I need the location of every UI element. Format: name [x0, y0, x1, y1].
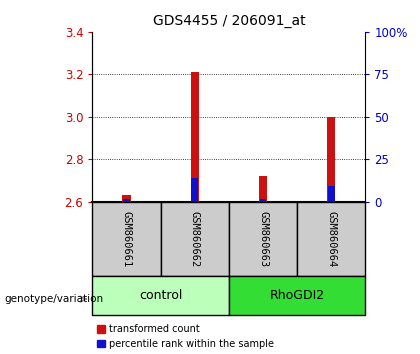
Bar: [123, 195, 131, 202]
Bar: [191, 72, 199, 202]
Text: GSM860664: GSM860664: [326, 211, 336, 267]
Title: GDS4455 / 206091_at: GDS4455 / 206091_at: [152, 14, 305, 28]
Bar: [192, 178, 198, 202]
Bar: [161, 202, 229, 276]
Bar: [327, 117, 336, 202]
Bar: [260, 199, 266, 202]
Bar: [229, 202, 297, 276]
Text: GSM860661: GSM860661: [121, 211, 131, 267]
Bar: [229, 276, 365, 315]
Bar: [297, 202, 365, 276]
Text: GSM860663: GSM860663: [258, 211, 268, 267]
Text: RhoGDI2: RhoGDI2: [270, 289, 325, 302]
Bar: [92, 202, 161, 276]
Text: control: control: [139, 289, 182, 302]
Legend: transformed count, percentile rank within the sample: transformed count, percentile rank withi…: [97, 324, 274, 349]
Bar: [328, 187, 335, 202]
Bar: [92, 276, 229, 315]
Text: GSM860662: GSM860662: [190, 211, 200, 267]
Bar: [123, 199, 130, 202]
Bar: [259, 176, 267, 202]
Text: genotype/variation: genotype/variation: [4, 294, 103, 304]
